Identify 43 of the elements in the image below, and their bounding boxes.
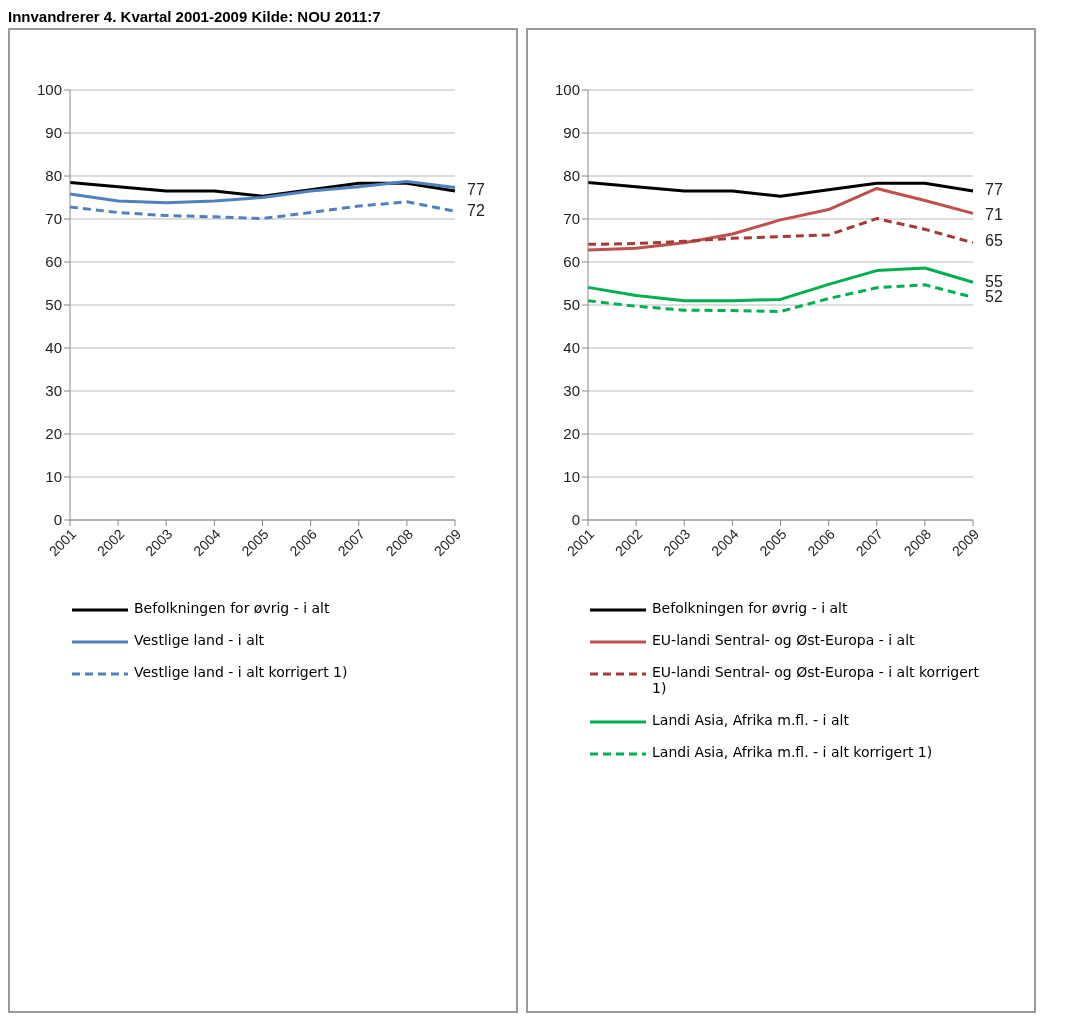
line-series: [68, 180, 457, 205]
y-tick-label: 0: [571, 511, 580, 529]
legend-label: Vestlige land - i alt korrigert 1): [134, 664, 348, 680]
legend-label: Befolkningen for øvrig - i alt: [652, 600, 848, 616]
y-tick-label: 70: [563, 210, 580, 228]
y-tick-label: 0: [53, 511, 62, 529]
legend-label: Landi Asia, Afrika m.fl. - i alt: [652, 712, 849, 728]
y-tick-label: 20: [563, 425, 580, 443]
legend-label: Vestlige land - i alt: [134, 632, 265, 648]
y-tick-label: 40: [563, 339, 580, 357]
annotation: 77: [985, 180, 1003, 198]
annotation: 72: [467, 202, 485, 220]
y-tick-label: 20: [45, 425, 62, 443]
line-series: [586, 186, 975, 252]
y-tick-label: 90: [563, 124, 580, 142]
y-tick-label: 60: [45, 253, 62, 271]
line-series: [586, 180, 975, 198]
annotation: 52: [985, 288, 1003, 306]
y-tick-label: 80: [563, 167, 580, 185]
y-tick-label: 50: [45, 296, 62, 314]
y-tick-label: 30: [45, 382, 62, 400]
y-tick-label: 50: [563, 296, 580, 314]
y-tick-label: 100: [36, 81, 62, 99]
y-tick-label: 90: [45, 124, 62, 142]
y-tick-label: 10: [45, 468, 62, 486]
legend-label: Landi Asia, Afrika m.fl. - i alt korrigert 1): [652, 744, 933, 760]
legend-label: EU-landi Sentral- og Øst-Europa - i alt korrigert 1): [652, 664, 981, 696]
y-tick-label: 30: [563, 382, 580, 400]
annotation: 55: [985, 273, 1003, 291]
y-tick-label: 60: [563, 253, 580, 271]
y-tick-label: 70: [45, 210, 62, 228]
y-tick-label: 80: [45, 167, 62, 185]
y-tick-label: 40: [45, 339, 62, 357]
legend-label: EU-landi Sentral- og Øst-Europa - i alt: [652, 632, 915, 648]
y-tick-label: 100: [554, 81, 580, 99]
y-tick-label: 10: [563, 468, 580, 486]
annotation: 65: [985, 232, 1003, 250]
chart-title: Innvandrerer 4. Kvartal 2001-2009 Kilde: NOU 2011:7: [8, 8, 382, 27]
annotation: 77: [467, 180, 485, 198]
line-series: [586, 266, 975, 303]
annotation: 71: [985, 206, 1003, 224]
line-series: [586, 217, 975, 246]
legend-label: Befolkningen for øvrig - i alt: [134, 600, 330, 616]
